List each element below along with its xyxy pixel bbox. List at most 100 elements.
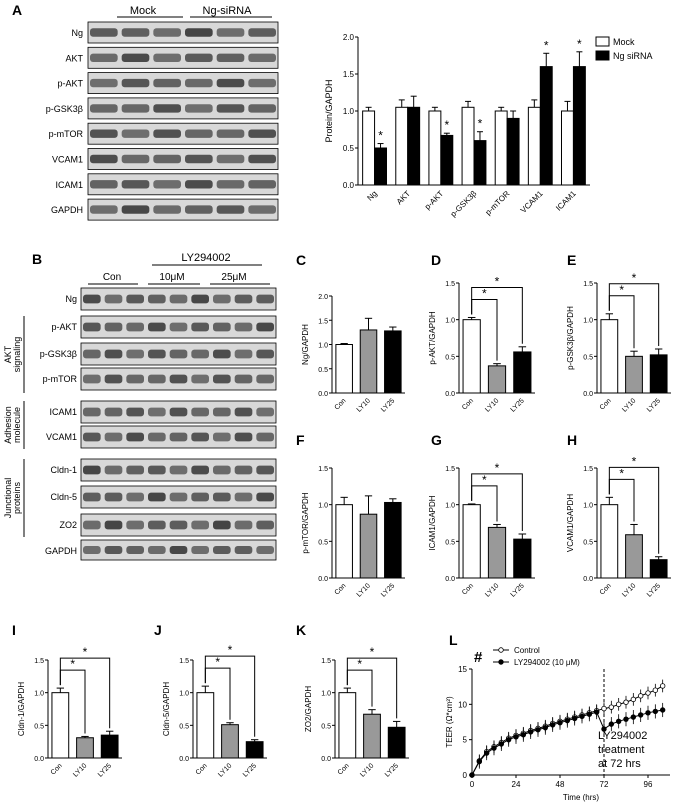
significance-star: * (577, 37, 582, 51)
data-point (476, 758, 483, 765)
blot-band (83, 294, 101, 304)
significance-bracket (59, 669, 86, 734)
blot-band (256, 322, 274, 332)
panel-letter: L (449, 632, 458, 648)
data-point (549, 722, 556, 728)
bar-ICAM1-Ng siRNA (572, 66, 586, 186)
panel-letter: C (296, 252, 306, 268)
x-tick-label: LY25 (380, 397, 396, 413)
blot-band (148, 546, 166, 554)
bar-ICAM1-Mock (560, 110, 574, 186)
blot-band (83, 322, 101, 332)
x-tick-label: LY10 (356, 582, 372, 598)
blot-band (248, 104, 276, 113)
y-axis-title: VCAM1/GAPDH (566, 494, 575, 552)
x-tick-label: 0 (470, 780, 475, 789)
blot-band (191, 432, 209, 442)
y-tick-label: 0.5 (343, 144, 355, 153)
blot-band (256, 374, 274, 384)
blot-row-label: p-mTOR (49, 129, 84, 139)
data-point (491, 745, 497, 751)
y-tick-label: 1.0 (318, 503, 328, 510)
blot-row-label: AKT (65, 53, 83, 63)
significance-star: * (378, 129, 383, 143)
blot-band (191, 520, 209, 530)
blot-band (153, 78, 181, 88)
significance-star: * (83, 645, 88, 659)
blot-band (126, 465, 144, 475)
bar-LY10 (487, 526, 507, 579)
blot-band (121, 28, 150, 37)
chart-L: L #0 5 10 15 0 24 48 72 96 Time (hrs) TEER (Ω*cm²) C… (445, 632, 670, 802)
blot-band (213, 294, 231, 304)
x-axis-title: Time (hrs) (563, 793, 599, 802)
x-tick-label: Con (195, 762, 209, 776)
bar-LY25 (387, 726, 406, 759)
data-point (483, 750, 490, 756)
blot-band (121, 154, 150, 164)
blot-band (126, 322, 144, 332)
blot-band (121, 78, 150, 88)
x-tick-label: Con (334, 397, 348, 411)
blot-band (216, 28, 245, 37)
data-point (564, 717, 571, 724)
blot-strip (87, 122, 279, 145)
bar-Con (335, 504, 353, 579)
blot-band (126, 520, 144, 530)
blot-row-label: ZO2 (59, 520, 77, 530)
significance-bracket (204, 667, 231, 720)
y-tick-label: 0 (463, 771, 468, 780)
data-point (623, 699, 629, 705)
y-tick-label: 1.5 (318, 318, 328, 325)
data-point (601, 705, 607, 712)
blot-band (104, 322, 123, 332)
x-tick-label: Con (599, 582, 613, 596)
blot-band (126, 349, 144, 359)
blot-band (153, 53, 181, 62)
blot-band (234, 465, 253, 475)
significance-star: * (444, 118, 449, 132)
blot-band (104, 374, 123, 384)
blot-band (216, 104, 245, 113)
blot-row-label: Ng (65, 294, 77, 304)
bar-Con (600, 319, 619, 394)
blot-band (213, 520, 231, 530)
bar-p-AKT-Ng siRNA (440, 134, 454, 186)
panel-b-blots: B LY294002 Con 10μM 25μM Ng p-AKT p-GSK3β p-mTOR… (3, 251, 277, 561)
y-tick-label: 0.0 (583, 391, 593, 398)
blot-band (191, 465, 209, 475)
blot-row-label: ICAM1 (49, 407, 77, 417)
blot-row-label: GAPDH (45, 546, 77, 556)
blot-band (126, 407, 144, 417)
y-tick-label: 5 (463, 736, 468, 745)
blot-band (90, 205, 118, 214)
y-tick-label: 1.5 (318, 466, 328, 473)
panel-letter: J (154, 622, 162, 638)
y-tick-label: 1.0 (583, 318, 593, 325)
y-tick-label: 1.5 (583, 466, 593, 473)
bar-Con (196, 692, 215, 759)
bar-LY10 (625, 534, 643, 579)
x-tick-label: ICAM1 (554, 189, 578, 213)
chart-G: G 0.0 0.5 1.0 1.5 ICAM1/GAPDH Con LY10 LY25 * * (428, 432, 535, 599)
blot-band (90, 180, 118, 189)
blot-band (104, 432, 123, 442)
legend-label: Mock (613, 37, 635, 47)
y-tick-label: 1.0 (34, 691, 44, 698)
y-tick-label: 1.5 (343, 70, 355, 79)
annotation-text: LY294002 (598, 730, 647, 742)
blot-band (153, 180, 181, 189)
x-tick-label: LY25 (646, 397, 662, 413)
x-tick-label: LY25 (97, 762, 113, 778)
blot-row-label: p-mTOR (43, 374, 78, 384)
blot-band (90, 104, 118, 113)
y-tick-label: 1.5 (445, 281, 455, 288)
y-tick-label: 0.5 (318, 539, 328, 546)
blot-band (191, 294, 209, 304)
bar-VCAM1-Mock (527, 106, 541, 186)
blot-row-label: VCAM1 (46, 432, 77, 442)
blot-band (148, 492, 166, 502)
x-tick-label: Con (461, 397, 475, 411)
data-point (527, 729, 534, 735)
blot-band (148, 349, 166, 359)
